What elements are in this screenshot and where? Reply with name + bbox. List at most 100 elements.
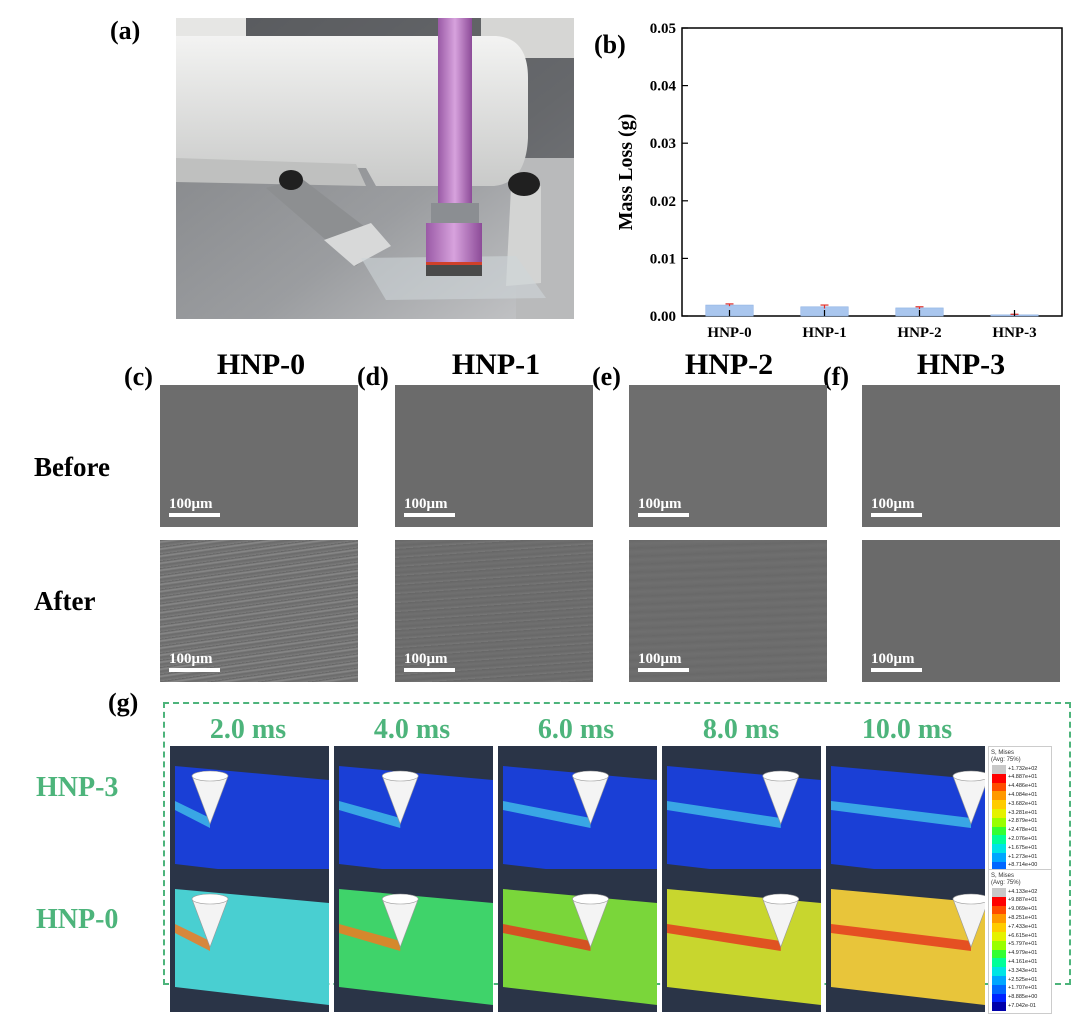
legend-color-swatch	[992, 932, 1006, 941]
legend-value: +1.707e+01	[1008, 985, 1038, 992]
legend-value: +4.486e+01	[1008, 783, 1038, 790]
panel-label-b: (b)	[594, 30, 626, 59]
legend-subtitle: (Avg: 75%)	[991, 880, 1021, 886]
legend-color-swatch	[992, 853, 1006, 862]
stress-frame-hnp-3-4	[662, 746, 821, 889]
legend-color-swatch	[992, 888, 1006, 897]
legend-value: +7.042e-01	[1008, 1002, 1036, 1009]
legend-value: +2.076e+01	[1008, 835, 1038, 842]
stress-frame-hnp-3-5	[826, 746, 985, 889]
panel-label-a: (a)	[110, 16, 141, 45]
legend-color-swatch	[992, 905, 1006, 915]
y-tick-label: 0.03	[650, 136, 676, 152]
y-tick-label: 0.02	[650, 194, 676, 210]
scale-label: 100μm	[404, 651, 448, 667]
stress-frame-hnp-0-5	[826, 869, 985, 1012]
sem-image-hnp-0-before: 100μm	[160, 385, 358, 527]
legend-color-swatch	[992, 993, 1006, 1003]
legend-color-swatch	[992, 809, 1006, 818]
legend-value: +5.797e+01	[1008, 941, 1038, 948]
legend-value: +3.343e+01	[1008, 967, 1038, 974]
legend-value: +1.732e+02	[1008, 765, 1038, 772]
legend-color-swatch	[992, 835, 1006, 845]
legend-value: +4.887e+01	[1008, 774, 1038, 781]
sim-row-label-hnp-3: HNP-3	[36, 772, 119, 803]
legend-value: +8.714e+00	[1008, 862, 1038, 869]
sem-image-hnp-2-before: 100μm	[629, 385, 827, 527]
y-tick-label: 0.05	[650, 21, 676, 37]
legend-value: +1.273e+01	[1008, 853, 1038, 860]
legend-color-swatch	[992, 967, 1006, 976]
scale-label: 100μm	[404, 496, 448, 512]
legend-color-swatch	[992, 782, 1006, 792]
legend-value: +2.478e+01	[1008, 827, 1038, 834]
row-label-after: After	[34, 586, 96, 616]
legend-color-swatch	[992, 914, 1006, 924]
legend-color-swatch	[992, 949, 1006, 959]
x-tick-label: HNP-0	[707, 325, 751, 341]
plot-frame	[681, 27, 1063, 317]
sim-row-label-hnp-0: HNP-0	[36, 904, 119, 935]
legend-color-swatch	[992, 940, 1006, 950]
x-tick-label: HNP-1	[802, 325, 846, 341]
panel-label-c: (c)	[124, 362, 153, 391]
legend-value: +7.433e+01	[1008, 923, 1038, 930]
time-label-6ms: 6.0 ms	[537, 714, 615, 745]
panel-label-d: (d)	[357, 362, 389, 391]
legend-color-swatch	[992, 844, 1006, 853]
legend-value: +9.069e+01	[1008, 906, 1038, 913]
legend-title: S, Mises	[991, 750, 1015, 756]
x-tick-label: HNP-2	[897, 325, 941, 341]
sem-image-hnp-1-before: 100μm	[395, 385, 593, 527]
legend-color-swatch	[992, 984, 1006, 994]
mass-loss-chart: 0.00 0.01 0.02 0.03 0.04 0.05 HNP-0 HNP-1 HNP-2 H…	[615, 21, 1063, 341]
sem-image-hnp-3-before: 100μm	[862, 385, 1060, 527]
tribometer-photo	[176, 18, 574, 319]
time-label-10ms: 10.0 ms	[861, 714, 953, 745]
legend-value: +9.887e+01	[1008, 897, 1038, 904]
stress-frame-hnp-3-2	[334, 746, 493, 889]
row-label-before: Before	[34, 452, 110, 482]
legend-color-swatch	[992, 791, 1006, 801]
legend-value: +6.615e+01	[1008, 932, 1038, 939]
legend-value: +4.133e+02	[1008, 888, 1038, 895]
scale-label: 100μm	[638, 651, 682, 667]
stress-frame-hnp-0-2	[334, 869, 493, 1012]
y-tick-label: 0.00	[650, 309, 676, 325]
sem-image-hnp-0-after: 100μm	[160, 540, 358, 682]
legend-color-swatch	[992, 861, 1006, 871]
time-label-8ms: 8.0 ms	[702, 714, 780, 745]
legend-color-swatch	[992, 800, 1006, 809]
y-tick-label: 0.04	[650, 79, 677, 95]
legend-value: +4.161e+01	[1008, 958, 1038, 965]
sem-image-hnp-2-after: 100μm	[629, 540, 827, 682]
scale-label: 100μm	[871, 496, 915, 512]
legend-color-swatch	[992, 896, 1006, 906]
legend-color-swatch	[992, 773, 1006, 783]
legend-value: +4.979e+01	[1008, 950, 1038, 957]
legend-value: +1.675e+01	[1008, 844, 1038, 851]
panel-label-g: (g)	[108, 688, 139, 717]
legend-value: +8.885e+00	[1008, 994, 1038, 1001]
stress-frame-hnp-0-1	[170, 869, 329, 1012]
stress-frame-hnp-0-3	[498, 869, 657, 1012]
legend-color-swatch	[992, 826, 1006, 836]
legend-subtitle: (Avg: 75%)	[991, 757, 1021, 763]
legend-color-swatch	[992, 976, 1006, 985]
stress-frame-hnp-3-1	[170, 746, 329, 889]
time-label-4ms: 4.0 ms	[373, 714, 451, 745]
y-axis-label: Mass Loss (g)	[615, 114, 637, 231]
column-title-hnp-0: HNP-0	[216, 348, 306, 381]
stress-legend-bottom: S, Mises (Avg: 75%) +4.133e+02 +9.887e+01…	[988, 869, 1052, 1014]
legend-color-swatch	[992, 923, 1006, 932]
legend-value: +8.251e+01	[1008, 914, 1038, 921]
stress-frame-hnp-0-4	[662, 869, 821, 1012]
scale-label: 100μm	[169, 496, 213, 512]
scale-label: 100μm	[871, 651, 915, 667]
legend-color-swatch	[992, 958, 1006, 968]
y-tick-label: 0.01	[650, 251, 676, 267]
scale-label: 100μm	[169, 651, 213, 667]
legend-title: S, Mises	[991, 873, 1015, 879]
legend-value: +4.084e+01	[1008, 791, 1038, 798]
legend-value: +3.281e+01	[1008, 809, 1038, 816]
